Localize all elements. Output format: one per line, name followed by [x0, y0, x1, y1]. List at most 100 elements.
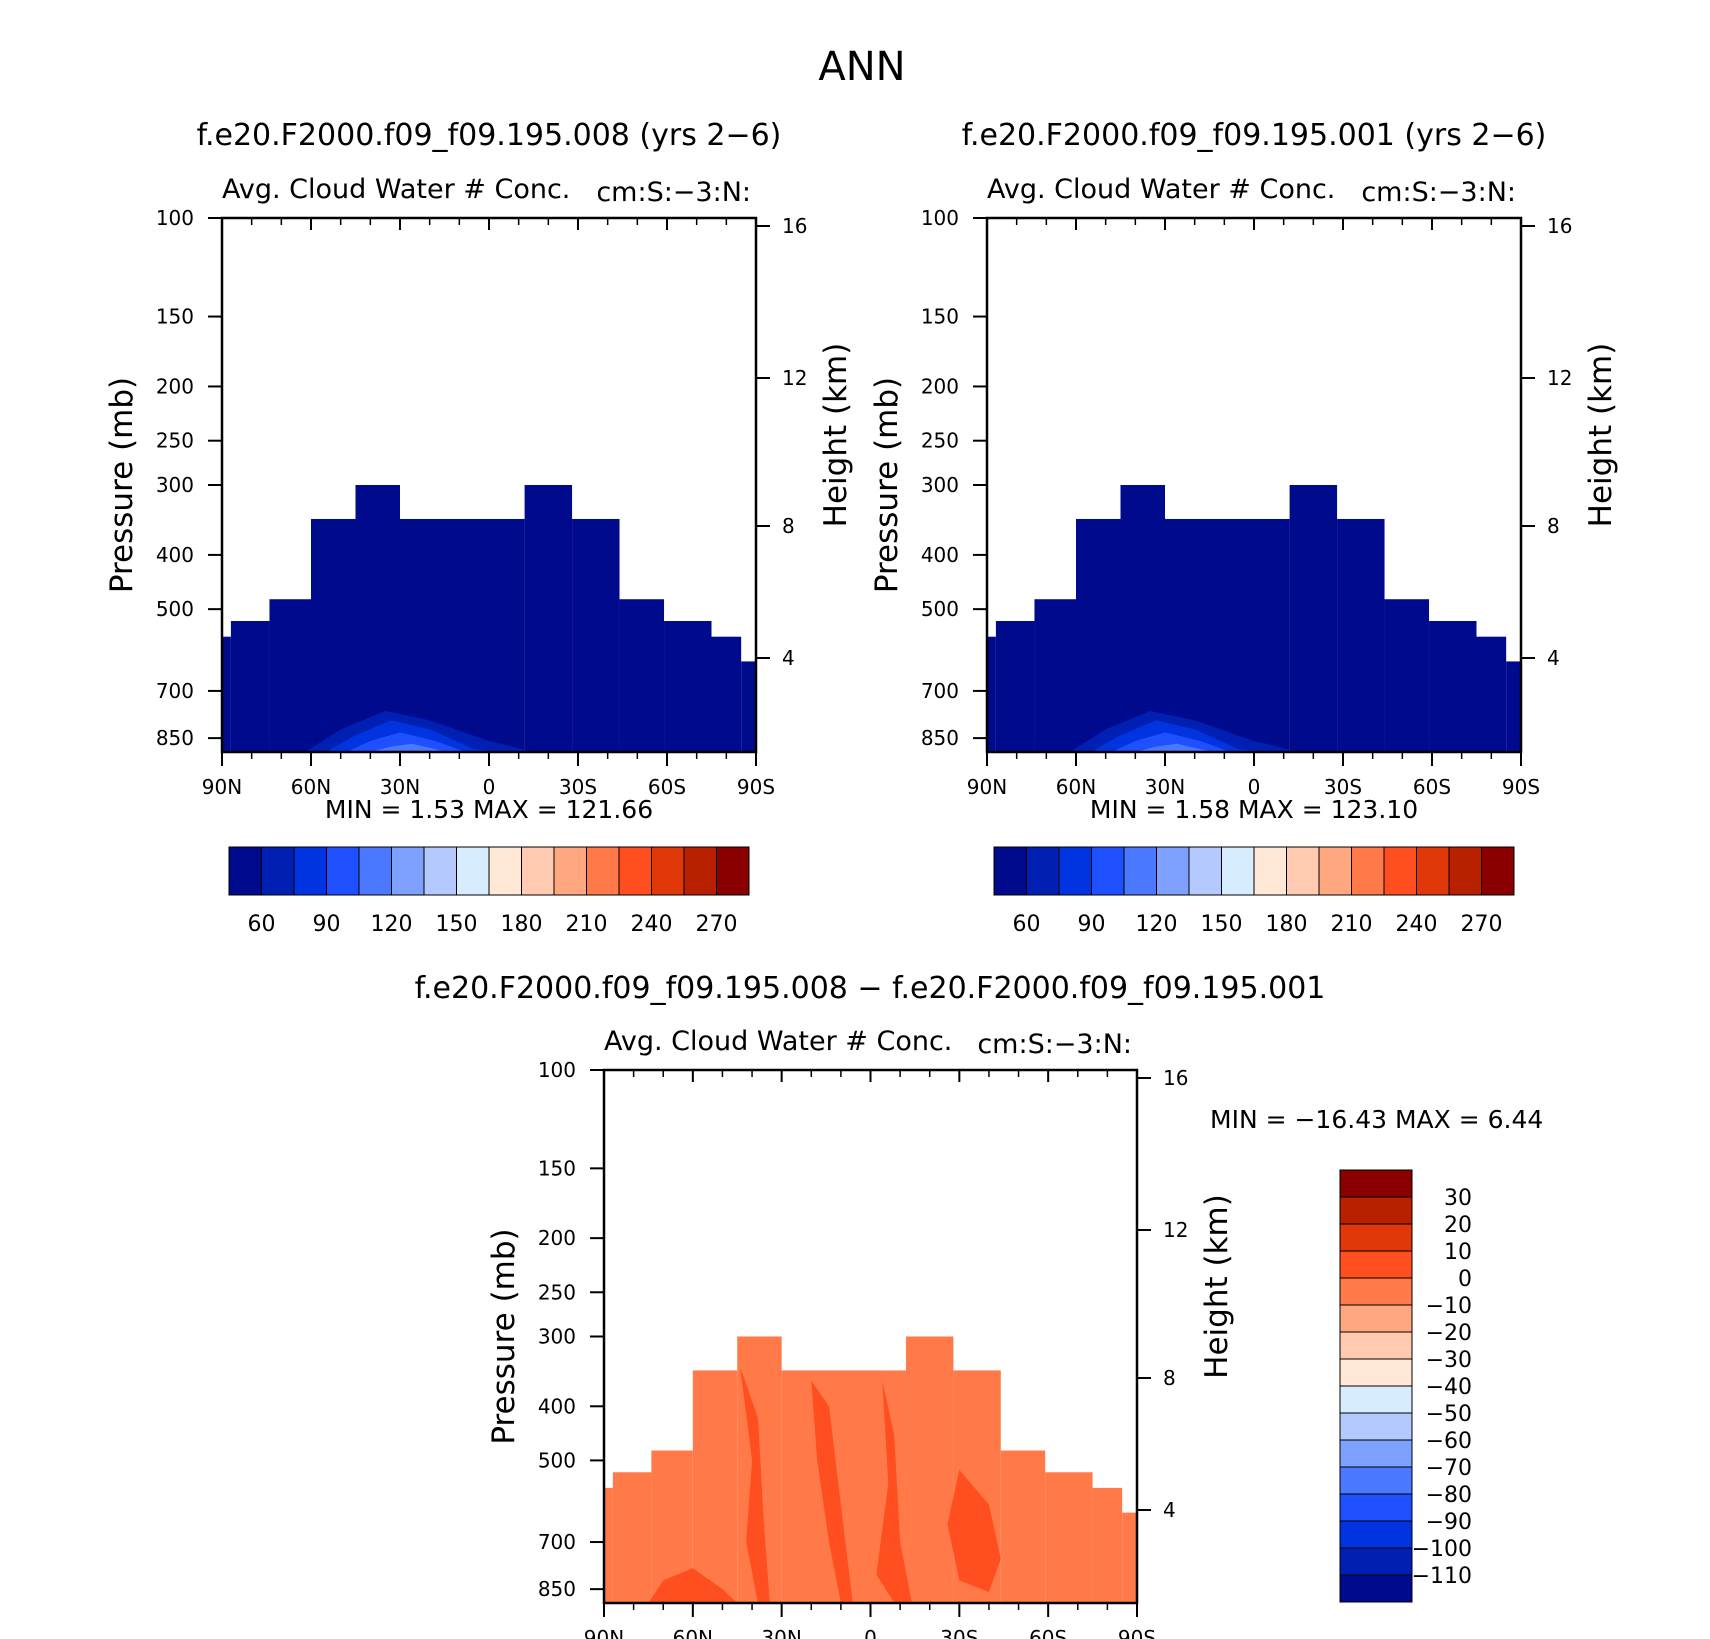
field-block	[222, 636, 231, 752]
colorbar-swatch	[1339, 1439, 1413, 1468]
colorbar-swatch	[651, 846, 685, 896]
y2-tick-label: 12	[1163, 1218, 1188, 1242]
field-gap	[1277, 485, 1283, 519]
min-max-stats: MIN = 1.58 MAX = 123.10	[1090, 795, 1418, 824]
y-axis-label: Pressure (mb)	[104, 377, 140, 593]
y-tick-label: 100	[156, 206, 194, 230]
colorbar-label: −100	[1412, 1537, 1472, 1562]
field-gap	[503, 485, 507, 519]
y-axis-label: Pressure (mb)	[486, 1228, 522, 1444]
colorbar-swatch	[1339, 1358, 1413, 1387]
y-tick-label: 400	[538, 1394, 576, 1418]
colorbar-label: 240	[631, 912, 673, 937]
min-max-stats: MIN = −16.43 MAX = 6.44	[1210, 1105, 1543, 1134]
colorbar-label: −90	[1426, 1510, 1472, 1535]
y-tick-label: 200	[538, 1226, 576, 1250]
field-contour	[1111, 732, 1231, 752]
units-label: cm:S:−3:N:	[977, 1029, 1132, 1060]
colorbar-label: 10	[1444, 1240, 1472, 1265]
field-block	[906, 1336, 954, 1603]
x-tick-label: 90S	[1502, 775, 1540, 799]
y-tick-label: 500	[156, 597, 194, 621]
field-block	[987, 636, 996, 752]
colorbar-swatch	[553, 846, 587, 896]
colorbar-label: −30	[1426, 1348, 1472, 1373]
colorbar-swatch	[391, 846, 425, 896]
case-title: f.e20.F2000.f09_f09.195.001 (yrs 2−6)	[962, 118, 1547, 153]
x-tick-label: 0	[483, 775, 496, 799]
field-block	[741, 661, 756, 752]
y-tick-label: 150	[921, 305, 959, 329]
colorbar-swatch	[1339, 1466, 1413, 1495]
field-block	[400, 518, 525, 752]
field-contour	[876, 1380, 912, 1603]
x-tick-label: 90N	[202, 775, 242, 799]
colorbar-label: 150	[1201, 912, 1243, 937]
x-tick-label: 60S	[1029, 1626, 1067, 1639]
field-contour	[346, 732, 466, 752]
colorbar-label: 90	[1078, 912, 1106, 937]
y2-axis-label: Height (km)	[1583, 343, 1619, 528]
colorbar-label: 180	[501, 912, 543, 937]
field-block	[1476, 636, 1507, 752]
y-tick-label: 850	[156, 726, 194, 750]
variable-title: Avg. Cloud Water # Conc.	[604, 1026, 952, 1057]
y2-tick-label: 16	[782, 214, 807, 238]
colorbar-label: −60	[1426, 1429, 1472, 1454]
field-block	[1034, 599, 1076, 752]
y-tick-label: 500	[921, 597, 959, 621]
colorbar-label: 0	[1458, 1267, 1472, 1292]
colorbar-swatch	[1481, 846, 1515, 896]
field-block	[1289, 485, 1338, 752]
y-tick-label: 850	[921, 726, 959, 750]
case-title: f.e20.F2000.f09_f09.195.008 (yrs 2−6)	[197, 118, 782, 153]
y-tick-label: 700	[538, 1530, 576, 1554]
colorbar-swatch	[1221, 846, 1255, 896]
colorbar-label: 150	[436, 912, 478, 937]
x-tick-label: 30N	[1145, 775, 1185, 799]
colorbar-label: −110	[1412, 1564, 1472, 1589]
colorbar-swatch	[1253, 846, 1287, 896]
y2-tick-label: 8	[1163, 1366, 1176, 1390]
y-tick-label: 200	[156, 374, 194, 398]
colorbar-swatch	[716, 846, 750, 896]
field-block	[604, 1487, 613, 1603]
colorbar-label: 20	[1444, 1213, 1472, 1238]
field-block	[1337, 518, 1385, 752]
y-tick-label: 700	[921, 679, 959, 703]
colorbar-swatch	[358, 846, 392, 896]
colorbar-swatch	[1058, 846, 1092, 896]
panel-case: f.e20.F2000.f09_f09.195.008 (yrs 2−6) Avg…	[104, 118, 854, 937]
colorbar-label: 270	[696, 912, 738, 937]
y-tick-label: 100	[538, 1058, 576, 1082]
field-gap	[512, 485, 518, 519]
y-tick-label: 250	[921, 429, 959, 453]
colorbar-label: 270	[1461, 912, 1503, 937]
colorbar-swatch	[1339, 1304, 1413, 1333]
field-contour	[947, 1469, 1001, 1592]
colorbar-label: 210	[566, 912, 608, 937]
x-tick-label: 90S	[737, 775, 775, 799]
y2-tick-label: 16	[1547, 214, 1572, 238]
x-tick-label: 60N	[673, 1626, 713, 1639]
field-block	[1122, 1512, 1137, 1603]
y-tick-label: 150	[538, 1156, 576, 1180]
colorbar-swatch	[1156, 846, 1190, 896]
colorbar-swatch	[993, 846, 1027, 896]
field-block	[711, 636, 742, 752]
panel-control: f.e20.F2000.f09_f09.195.001 (yrs 2−6) Avg…	[869, 118, 1619, 937]
y2-tick-label: 4	[782, 646, 795, 670]
y-tick-label: 850	[538, 1577, 576, 1601]
panels: f.e20.F2000.f09_f09.195.008 (yrs 2−6) Avg…	[104, 118, 1619, 1639]
y-tick-label: 250	[156, 429, 194, 453]
field-block	[230, 621, 270, 752]
y-tick-label: 150	[156, 305, 194, 329]
colorbar-label: 30	[1444, 1186, 1472, 1211]
colorbar-label: −20	[1426, 1321, 1472, 1346]
field-block	[692, 1370, 738, 1603]
colorbar-label: 120	[1136, 912, 1178, 937]
units-label: cm:S:−3:N:	[1361, 177, 1516, 208]
field-block	[1165, 518, 1290, 752]
colorbar-label: 90	[313, 912, 341, 937]
